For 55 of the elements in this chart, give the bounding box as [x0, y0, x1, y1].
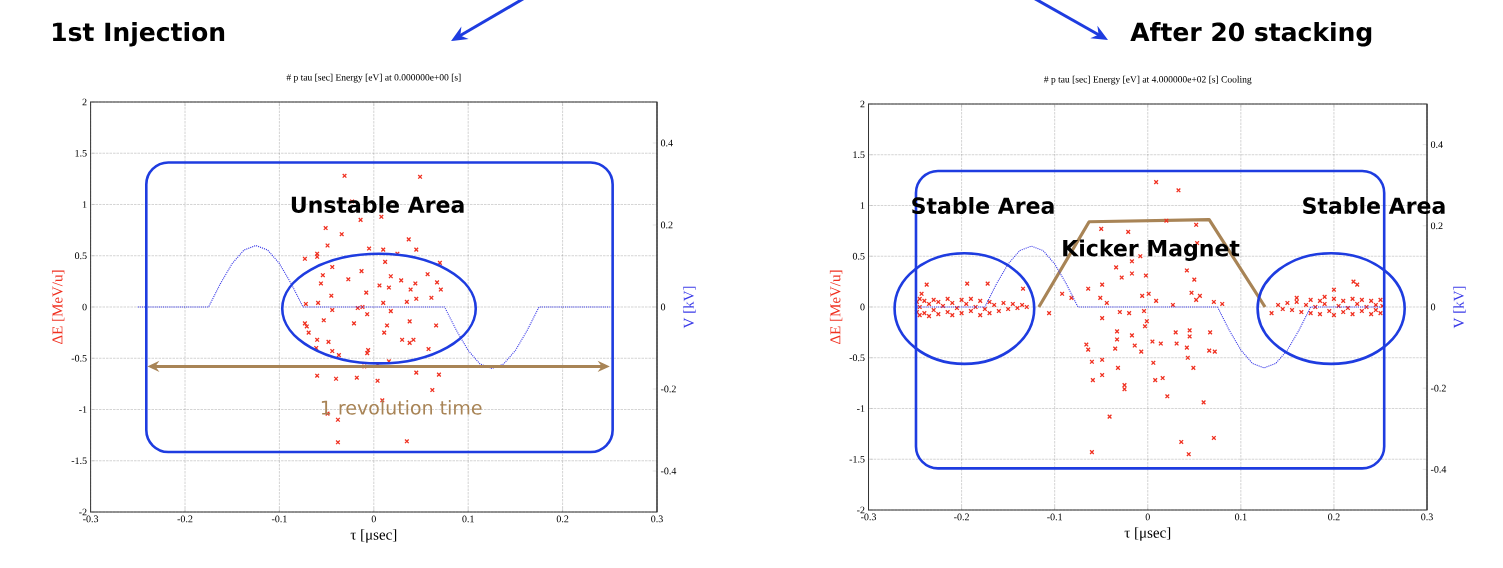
y2-tick-label: 0.2 [1430, 222, 1443, 230]
y-tick-label: 2 [860, 100, 865, 108]
y2-tick-label: 0 [1430, 303, 1436, 311]
x-axis-title: τ [μsec] [350, 529, 397, 543]
x-axis-title: τ [μsec] [1124, 527, 1171, 541]
y-tick-label: 1 [860, 202, 865, 209]
y2-axis-title: V [kV] [1453, 286, 1466, 329]
y-tick-label: -1.5 [71, 457, 87, 465]
y-tick-label: 0 [860, 303, 865, 311]
chart-title: After 20 stacking [1130, 22, 1372, 47]
y-tick-label: -2 [857, 506, 865, 514]
annotation: Unstable Area [291, 195, 464, 214]
x-tick-label: -0.2 [954, 513, 969, 521]
y-tick-label: 0.5 [852, 252, 865, 260]
y-tick-label: -0.5 [71, 354, 87, 362]
y-tick-label: 0 [82, 303, 87, 311]
y-tick-label: 1 [82, 201, 87, 208]
y-tick-label: 2 [82, 98, 87, 106]
y-tick-label: 1.5 [853, 151, 865, 159]
annotation: 1 revolution time [321, 400, 482, 415]
chart-subtitle: # p tau [sec] Energy [eV] at 0.000000e+00 [s] [286, 73, 461, 83]
x-tick-label: -0.1 [271, 515, 287, 523]
y-tick-label: -0.5 [849, 354, 865, 362]
x-tick-label: -0.2 [177, 515, 193, 523]
y2-tick-label: -0.4 [1430, 466, 1447, 473]
x-tick-label: 0.2 [556, 515, 569, 523]
y2-tick-label: -0.2 [1430, 384, 1446, 392]
x-tick-label: 0 [371, 515, 376, 523]
x-tick-label: 0.3 [1421, 513, 1433, 521]
y2-tick-label: -0.4 [660, 467, 677, 475]
line-series [137, 244, 611, 370]
x-tick-label: 0.3 [651, 515, 663, 523]
y-tick-label: -2 [79, 508, 87, 516]
y-tick-label: 0.5 [74, 252, 87, 260]
x-tick-label: 0.1 [462, 515, 474, 523]
y2-axis-title: V [kV] [683, 286, 696, 329]
y-tick-label: 1.5 [75, 149, 87, 157]
y2-tick-label: 0.4 [660, 139, 673, 147]
y2-tick-label: -0.2 [660, 385, 676, 393]
y-tick-label: -1 [857, 405, 865, 412]
y-axis-title: ΔE [MeV/u] [829, 270, 843, 344]
y2-tick-label: 0 [660, 303, 666, 311]
x-tick-label: 0 [1145, 513, 1150, 521]
y2-tick-label: 0.4 [1430, 141, 1443, 148]
x-tick-label: -0.1 [1047, 513, 1062, 521]
y-tick-label: -1 [79, 406, 87, 413]
x-tick-label: 0.1 [1234, 513, 1247, 521]
x-tick-label: -0.3 [83, 515, 99, 523]
x-tick-label: 0.2 [1328, 513, 1340, 521]
y-tick-label: -1.5 [849, 455, 865, 463]
chart-title: 1st Injection [53, 22, 225, 47]
chart-subtitle: # p tau [sec] Energy [eV] at 4.000000e+02 [s] Cooling [1044, 75, 1252, 85]
y-axis-title: ΔE [MeV/u] [51, 270, 65, 344]
x-tick-label: -0.3 [860, 513, 877, 521]
y2-tick-label: 0.2 [660, 221, 673, 229]
